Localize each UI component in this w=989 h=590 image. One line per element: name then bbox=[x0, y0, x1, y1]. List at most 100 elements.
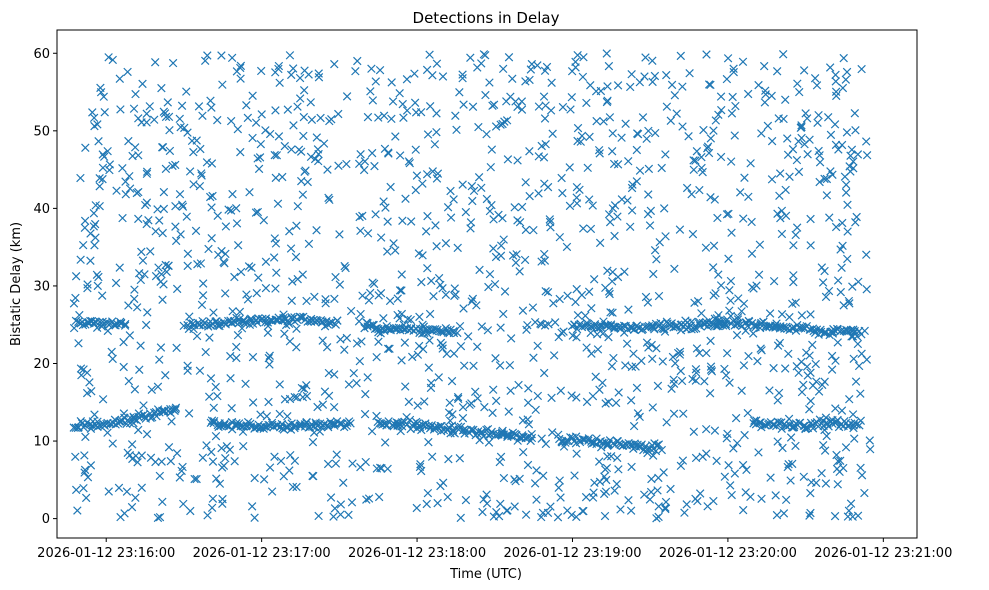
scatter-point bbox=[521, 178, 530, 187]
scatter-point bbox=[643, 209, 653, 219]
scatter-point bbox=[423, 211, 432, 221]
scatter-point bbox=[447, 376, 457, 386]
scatter-point bbox=[547, 393, 556, 403]
scatter-point bbox=[841, 443, 851, 452]
scatter-point bbox=[792, 223, 802, 232]
scatter-point bbox=[164, 443, 174, 452]
x-tick-label: 2026-01-12 23:19:00 bbox=[503, 546, 641, 561]
scatter-point bbox=[624, 305, 633, 314]
scatter-point bbox=[405, 158, 414, 168]
scatter-point bbox=[572, 449, 581, 458]
scatter-point bbox=[151, 227, 160, 236]
scatter-point bbox=[518, 447, 528, 457]
x-axis-label: Time (UTC) bbox=[449, 567, 522, 582]
scatter-point bbox=[263, 328, 273, 338]
scatter-point bbox=[342, 159, 351, 169]
scatter-point bbox=[521, 510, 531, 519]
scatter-point bbox=[98, 317, 107, 326]
scatter-point bbox=[380, 144, 390, 154]
scatter-point bbox=[741, 326, 750, 335]
scatter-point bbox=[565, 163, 574, 172]
scatter-point bbox=[845, 299, 854, 308]
scatter-point bbox=[124, 376, 134, 386]
scatter-point bbox=[604, 61, 614, 71]
scatter-point bbox=[780, 364, 790, 373]
scatter-point bbox=[342, 92, 352, 101]
scatter-point bbox=[491, 396, 501, 406]
scatter-point bbox=[815, 158, 825, 167]
scatter-point bbox=[572, 333, 581, 342]
scatter-point bbox=[78, 240, 88, 250]
scatter-point bbox=[857, 330, 866, 339]
scatter-point bbox=[534, 102, 544, 111]
scatter-point bbox=[796, 123, 806, 133]
scatter-point bbox=[775, 338, 785, 348]
scatter-point bbox=[211, 382, 220, 392]
scatter-point bbox=[150, 58, 160, 67]
scatter-point bbox=[271, 106, 280, 115]
scatter-point bbox=[572, 324, 582, 334]
scatter-point bbox=[232, 67, 242, 76]
scatter-point bbox=[363, 373, 372, 382]
scatter-point bbox=[103, 428, 112, 437]
scatter-point bbox=[724, 254, 733, 263]
scatter-point bbox=[862, 285, 871, 294]
scatter-point bbox=[793, 79, 802, 88]
scatter-point bbox=[562, 242, 572, 252]
scatter-point bbox=[480, 402, 489, 412]
scatter-point bbox=[649, 269, 658, 279]
y-tick-label: 30 bbox=[33, 279, 50, 294]
scatter-point bbox=[747, 249, 757, 258]
scatter-point bbox=[366, 87, 375, 96]
scatter-point bbox=[132, 303, 142, 312]
scatter-point bbox=[806, 241, 815, 250]
scatter-point bbox=[571, 297, 580, 307]
x-tick-label: 2026-01-12 23:17:00 bbox=[193, 546, 331, 561]
scatter-point bbox=[215, 479, 225, 488]
scatter-point bbox=[94, 136, 103, 146]
scatter-point bbox=[661, 232, 670, 241]
scatter-point bbox=[114, 483, 124, 493]
scatter-point bbox=[250, 473, 259, 483]
scatter-point bbox=[689, 324, 699, 334]
scatter-point bbox=[799, 66, 809, 75]
scatter-point bbox=[489, 215, 498, 224]
scatter-point bbox=[797, 121, 806, 130]
scatter-point bbox=[104, 53, 113, 62]
scatter-point bbox=[285, 227, 294, 236]
scatter-point bbox=[473, 63, 482, 72]
scatter-point bbox=[433, 325, 442, 335]
scatter-point bbox=[458, 73, 467, 83]
scatter-point bbox=[557, 328, 566, 338]
scatter-point bbox=[466, 224, 475, 233]
scatter-point bbox=[513, 216, 522, 225]
scatter-point bbox=[604, 397, 613, 407]
scatter-point bbox=[244, 262, 254, 271]
scatter-point bbox=[183, 361, 192, 370]
scatter-point bbox=[272, 268, 281, 277]
scatter-point bbox=[703, 144, 712, 153]
scatter-point bbox=[648, 354, 657, 364]
scatter-point bbox=[80, 465, 90, 475]
scatter-point bbox=[806, 214, 815, 224]
scatter-point bbox=[477, 183, 486, 193]
scatter-point bbox=[329, 402, 339, 412]
scatter-point bbox=[274, 61, 284, 71]
scatter-point bbox=[184, 409, 194, 418]
scatter-point bbox=[348, 459, 357, 468]
scatter-point bbox=[487, 145, 497, 154]
scatter-point bbox=[688, 229, 698, 239]
scatter-point bbox=[103, 146, 112, 156]
scatter-point bbox=[478, 507, 487, 517]
scatter-point bbox=[498, 64, 508, 74]
scatter-point bbox=[743, 89, 753, 99]
scatter-point bbox=[459, 361, 469, 370]
scatter-point bbox=[383, 217, 392, 226]
scatter-point bbox=[291, 252, 301, 262]
scatter-point bbox=[207, 103, 216, 112]
scatter-point bbox=[140, 270, 149, 279]
scatter-point bbox=[71, 485, 81, 495]
scatter-point bbox=[232, 342, 241, 352]
scatter-point bbox=[137, 451, 146, 460]
scatter-point bbox=[207, 447, 216, 457]
